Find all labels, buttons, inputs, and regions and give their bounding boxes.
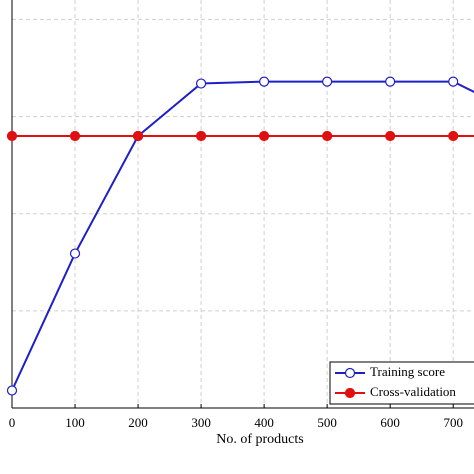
point [69,248,81,259]
point [448,130,459,142]
legend-label: Cross-validation [370,384,456,399]
point [69,130,81,142]
point [448,76,459,87]
legend-marker [344,387,356,399]
point [385,76,396,87]
x-tick-label: 0 [9,415,16,430]
x-tick-label: 500 [317,415,337,430]
point [259,76,270,87]
point [322,76,333,87]
x-tick-label: 100 [65,415,85,430]
point [259,130,270,142]
plot-area [6,76,474,396]
legend-marker [344,367,356,379]
x-tick-label: 300 [191,415,211,430]
point [195,78,207,89]
series-line [11,80,474,391]
x-tick-label: 700 [443,415,463,430]
point [6,385,18,396]
point [132,130,144,142]
point [195,130,207,142]
x-tick-label: 600 [380,415,400,430]
x-axis-label: No. of products [216,432,304,447]
point [6,130,18,142]
legend-box [329,361,474,405]
point [322,130,333,142]
point [385,130,396,142]
x-tick-label: 400 [254,415,274,430]
x-tick-label: 200 [128,415,148,430]
legend-label: Training score [370,364,445,379]
